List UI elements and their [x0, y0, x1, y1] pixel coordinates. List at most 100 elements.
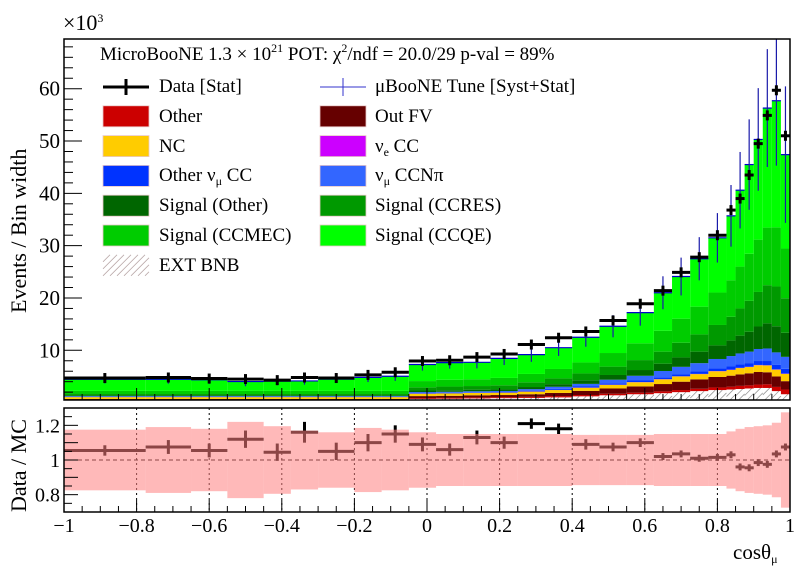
hatch-line: [735, 388, 743, 397]
stack-bar: [626, 370, 654, 376]
stack-bar: [735, 389, 745, 400]
legend-entry-right-0: μBooNE Tune [Syst+Stat]: [375, 77, 575, 97]
stack-bar: [517, 396, 545, 398]
stack-bar: [354, 377, 382, 391]
stack-bar: [626, 375, 654, 381]
stack-bar: [572, 380, 600, 384]
hatch-line: [660, 392, 669, 401]
stack-bar: [599, 384, 627, 389]
stack-bar: [753, 384, 763, 388]
stack-bar: [771, 286, 781, 327]
stack-bar: [672, 374, 691, 377]
stack-bar: [599, 388, 627, 394]
stack-bar: [653, 379, 673, 385]
data-point: [381, 367, 409, 378]
stack-bar: [463, 397, 491, 399]
ratio-uncertainty-band: [436, 434, 464, 486]
stack-bar: [762, 227, 772, 286]
x-tick-label: 0.8: [705, 515, 730, 537]
stack-bar: [726, 375, 736, 387]
legend-label: ν: [375, 165, 384, 187]
data-point: [690, 252, 709, 263]
legend-swatch: [319, 105, 367, 128]
legend-label-tail: CC: [222, 165, 253, 187]
data-point: [490, 348, 518, 359]
x-tick-label: 0: [422, 515, 432, 537]
stack-bar: [672, 376, 691, 382]
stack-bar: [572, 390, 600, 396]
stack-bar: [436, 393, 464, 396]
stack-bar: [517, 391, 545, 395]
stack-bar: [690, 306, 709, 335]
stack-bar: [463, 392, 491, 396]
legend-entry-right-2: νe CC: [375, 136, 419, 158]
stack-bar: [653, 384, 673, 392]
hatch-line: [708, 389, 716, 398]
stack-bar: [517, 394, 545, 397]
data-point: [408, 356, 437, 367]
stack-bar: [544, 388, 573, 390]
stack-bar: [599, 353, 627, 367]
hatch-line: [753, 387, 761, 396]
stack-bar: [572, 383, 600, 387]
stack-bar: [762, 361, 772, 366]
y-tick-label: 20: [39, 286, 60, 310]
ratio-uncertainty-band: [735, 428, 745, 492]
stack-bar: [490, 395, 518, 398]
ratio-uncertainty-band: [744, 427, 754, 493]
stack-bar: [490, 392, 518, 396]
hatch-line: [671, 391, 680, 400]
legend-swatch: [319, 194, 367, 217]
stack-bar: [626, 394, 654, 400]
hatch-line: [684, 394, 691, 401]
y-multiplier: ×103: [63, 10, 103, 36]
stack-bar: [263, 394, 291, 396]
stack-bar: [381, 394, 409, 396]
hatch-line: [648, 394, 655, 401]
stack-bar: [653, 377, 673, 380]
x-axis-title: cosθμ: [733, 540, 778, 565]
stack-bar: [744, 253, 754, 301]
legend-entry-left-5: Signal (CCMEC): [159, 226, 291, 246]
stack-bar: [227, 381, 264, 391]
stack-bar: [436, 392, 464, 394]
data-point: [145, 372, 192, 383]
legend-swatch: [102, 135, 150, 158]
stack-bar: [490, 391, 518, 393]
stack-bar: [708, 292, 727, 325]
ratio-uncertainty-band: [290, 430, 319, 490]
hatch-line: [102, 254, 111, 263]
stack-bar: [191, 379, 228, 391]
stack-bar: [490, 377, 518, 386]
stack-bar: [771, 227, 781, 287]
stack-bar: [408, 364, 437, 382]
stack-bar: [544, 378, 573, 385]
stack-bar: [263, 390, 291, 395]
stack-bar: [599, 366, 627, 375]
legend-label: EXT BNB: [159, 254, 240, 276]
stack-bar: [753, 326, 763, 349]
legend-label: Other ν: [159, 165, 216, 187]
legend-label: Out FV: [375, 105, 433, 127]
stack-bar: [517, 390, 545, 392]
ratio-tick-label: 0.8: [35, 485, 60, 507]
stack-bar: [735, 368, 745, 375]
legend-title-sup: 21: [271, 41, 284, 55]
stack-bar: [735, 308, 745, 336]
stack-bar: [672, 318, 691, 343]
stack-bar: [64, 395, 146, 397]
stack-bar: [708, 324, 727, 346]
stack-bar: [726, 369, 736, 376]
ext-hatch: [744, 388, 754, 401]
hatch-line: [738, 393, 745, 401]
stack-bar: [753, 365, 763, 373]
hatch-line: [771, 390, 780, 399]
stack-bar: [744, 300, 754, 332]
ratio-uncertainty-band: [726, 431, 736, 489]
stack-bar: [626, 386, 654, 393]
stack-bar: [762, 323, 772, 349]
data-point: [708, 230, 727, 241]
legend-title-part: /ndf = 20.0/29 p-val = 89%: [347, 44, 555, 65]
ratio-uncertainty-band: [690, 434, 709, 486]
